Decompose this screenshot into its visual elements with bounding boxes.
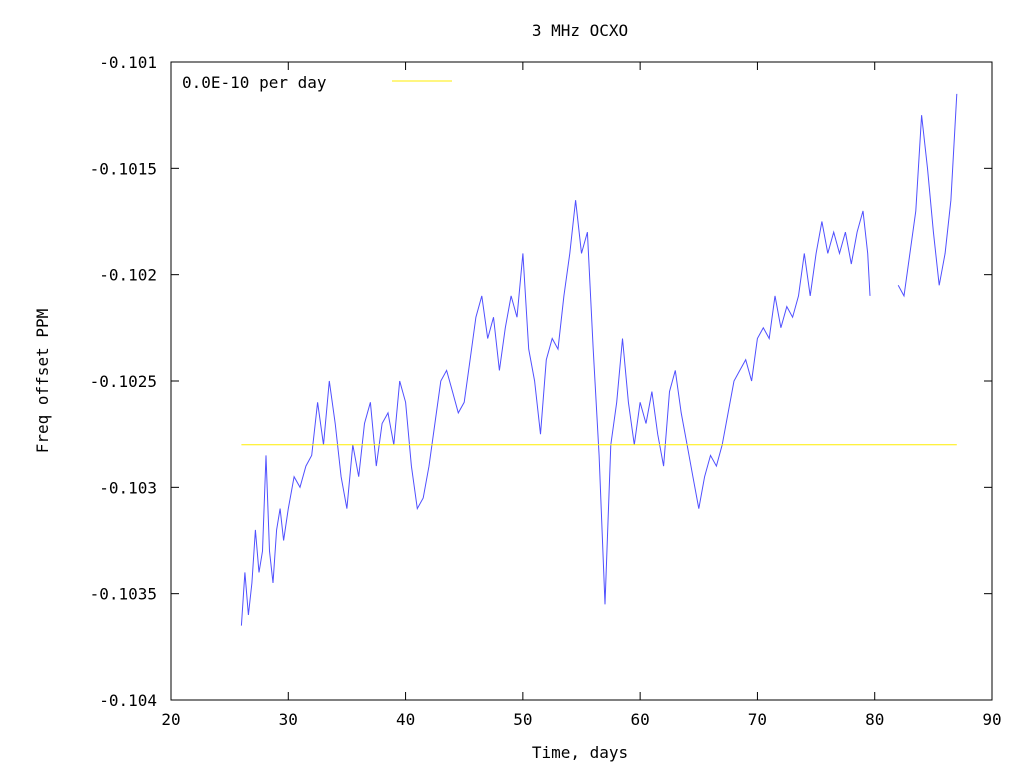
y-tick-label: -0.104 bbox=[99, 691, 157, 710]
y-axis-label: Freq offset PPM bbox=[33, 309, 52, 454]
legend-label: 0.0E-10 per day bbox=[182, 73, 327, 92]
y-tick-label: -0.1015 bbox=[90, 159, 157, 178]
x-tick-label: 90 bbox=[982, 710, 1001, 729]
x-tick-label: 30 bbox=[279, 710, 298, 729]
x-tick-label: 60 bbox=[631, 710, 650, 729]
y-tick-label: -0.101 bbox=[99, 53, 157, 72]
x-tick-label: 20 bbox=[161, 710, 180, 729]
y-axis-ticks: -0.104 -0.1035 -0.103 -0.1025 -0.102 -0.1015 -… bbox=[90, 53, 992, 710]
y-tick-label: -0.102 bbox=[99, 266, 157, 285]
y-tick-label: -0.103 bbox=[99, 478, 157, 497]
legend: 0.0E-10 per day bbox=[182, 73, 452, 92]
y-tick-label: -0.1035 bbox=[90, 585, 157, 604]
series-layer bbox=[240, 93, 958, 626]
chart-title: 3 MHz OCXO bbox=[532, 21, 628, 40]
series-line-frequency-offset bbox=[240, 200, 871, 626]
x-axis-ticks: 20 30 40 50 60 70 80 90 bbox=[161, 62, 1002, 729]
x-tick-label: 70 bbox=[748, 710, 767, 729]
x-tick-label: 40 bbox=[396, 710, 415, 729]
y-tick-label: -0.1025 bbox=[90, 372, 157, 391]
x-tick-label: 50 bbox=[513, 710, 532, 729]
x-tick-label: 80 bbox=[865, 710, 884, 729]
x-axis-label: Time, days bbox=[532, 743, 628, 762]
series-line-frequency-offset bbox=[897, 93, 958, 298]
